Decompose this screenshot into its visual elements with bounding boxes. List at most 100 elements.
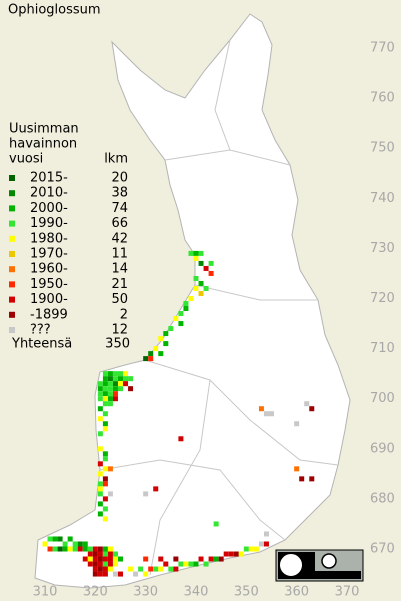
y-tick-label: 730 xyxy=(370,241,395,256)
grid-cell xyxy=(97,416,103,422)
grid-cell xyxy=(47,536,53,542)
grid-cell xyxy=(118,386,123,392)
grid-cell xyxy=(183,561,189,567)
grid-cell xyxy=(102,556,108,562)
legend-label: 1900- xyxy=(30,292,68,307)
grid-cell xyxy=(97,406,103,412)
grid-cell xyxy=(102,496,108,502)
grid-cell xyxy=(263,411,269,417)
legend-count: 20 xyxy=(111,171,128,186)
grid-cell xyxy=(47,546,53,552)
grid-cell xyxy=(198,260,204,266)
grid-cell xyxy=(112,386,118,392)
grid-cell xyxy=(258,541,264,547)
grid-cell xyxy=(112,376,118,382)
cc-badge xyxy=(275,549,364,582)
grid-cell xyxy=(97,486,103,492)
grid-cell xyxy=(97,511,103,517)
grid-cell xyxy=(107,466,113,472)
legend-swatch xyxy=(9,175,15,181)
grid-cell xyxy=(97,491,103,497)
grid-cell xyxy=(178,321,184,327)
grid-cell xyxy=(193,561,199,567)
grid-cell xyxy=(198,280,204,286)
legend-count: 21 xyxy=(111,277,128,292)
grid-cell xyxy=(123,376,129,382)
grid-cell xyxy=(52,546,58,552)
grid-cell xyxy=(107,376,113,382)
grid-cell xyxy=(102,546,108,552)
grid-cell xyxy=(97,381,103,387)
grid-cell xyxy=(183,306,189,312)
legend-swatch xyxy=(9,311,15,318)
grid-cell xyxy=(102,476,108,482)
grid-cell xyxy=(112,561,118,567)
grid-cell xyxy=(168,326,174,332)
legend-label: 2015- xyxy=(30,171,68,186)
grid-cell xyxy=(42,541,48,547)
legend-swatch xyxy=(9,235,15,242)
grid-cell xyxy=(102,396,108,402)
grid-cell xyxy=(309,406,315,412)
grid-cell xyxy=(77,541,83,547)
cc-icon xyxy=(278,552,304,578)
grid-cell xyxy=(178,561,184,567)
grid-cell xyxy=(102,506,108,512)
legend-count: 38 xyxy=(111,186,128,201)
grid-cell xyxy=(208,556,214,562)
grid-cell xyxy=(183,301,189,307)
x-tick-label: 310 xyxy=(33,585,58,600)
grid-cell xyxy=(102,386,108,392)
grid-cell xyxy=(102,376,108,382)
grid-cell xyxy=(97,481,103,487)
grid-cell xyxy=(97,461,103,467)
region-border xyxy=(214,39,231,151)
grid-cell xyxy=(72,546,78,552)
grid-cell xyxy=(107,491,113,497)
grid-cell xyxy=(97,386,103,392)
y-tick-label: 740 xyxy=(370,191,395,206)
grid-cell xyxy=(112,571,118,577)
grid-cell xyxy=(218,556,224,562)
grid-cell xyxy=(233,551,239,557)
legend-count: 74 xyxy=(111,201,128,216)
x-tick-label: 320 xyxy=(83,585,108,600)
legend-count: 12 xyxy=(111,323,128,338)
grid-cell xyxy=(97,561,103,567)
grid-cell xyxy=(102,456,108,462)
grid-cell xyxy=(82,556,88,562)
grid-cell xyxy=(118,376,123,382)
grid-cell xyxy=(128,376,134,382)
grid-cell xyxy=(112,551,118,557)
grid-cell xyxy=(193,255,199,261)
y-tick-label: 690 xyxy=(370,441,395,456)
grid-cell xyxy=(77,546,83,552)
grid-cell xyxy=(118,571,123,577)
legend-label: 2000- xyxy=(30,201,68,216)
grid-cell xyxy=(112,371,118,377)
y-tick-label: 710 xyxy=(370,341,395,356)
grid-cell xyxy=(148,356,154,362)
grid-cell xyxy=(153,346,159,352)
x-tick-label: 360 xyxy=(284,585,309,600)
grid-cell xyxy=(193,275,199,281)
grid-cell xyxy=(112,556,118,562)
grid-cell xyxy=(102,451,108,457)
region-border xyxy=(144,359,339,466)
legend-label: 1960- xyxy=(30,262,68,277)
grid-cell xyxy=(158,351,164,357)
grid-cell xyxy=(97,501,103,507)
grid-cell xyxy=(97,396,103,402)
grid-cell xyxy=(107,551,113,557)
grid-cell xyxy=(102,561,108,567)
grid-cell xyxy=(173,316,179,322)
grid-cell xyxy=(97,446,103,452)
grid-cell xyxy=(112,391,118,397)
grid-cell xyxy=(57,536,63,542)
grid-cell xyxy=(188,250,194,256)
grid-cell xyxy=(163,331,169,337)
y-tick-label: 720 xyxy=(370,291,395,306)
grid-cell xyxy=(188,561,194,567)
grid-cell xyxy=(62,541,68,547)
